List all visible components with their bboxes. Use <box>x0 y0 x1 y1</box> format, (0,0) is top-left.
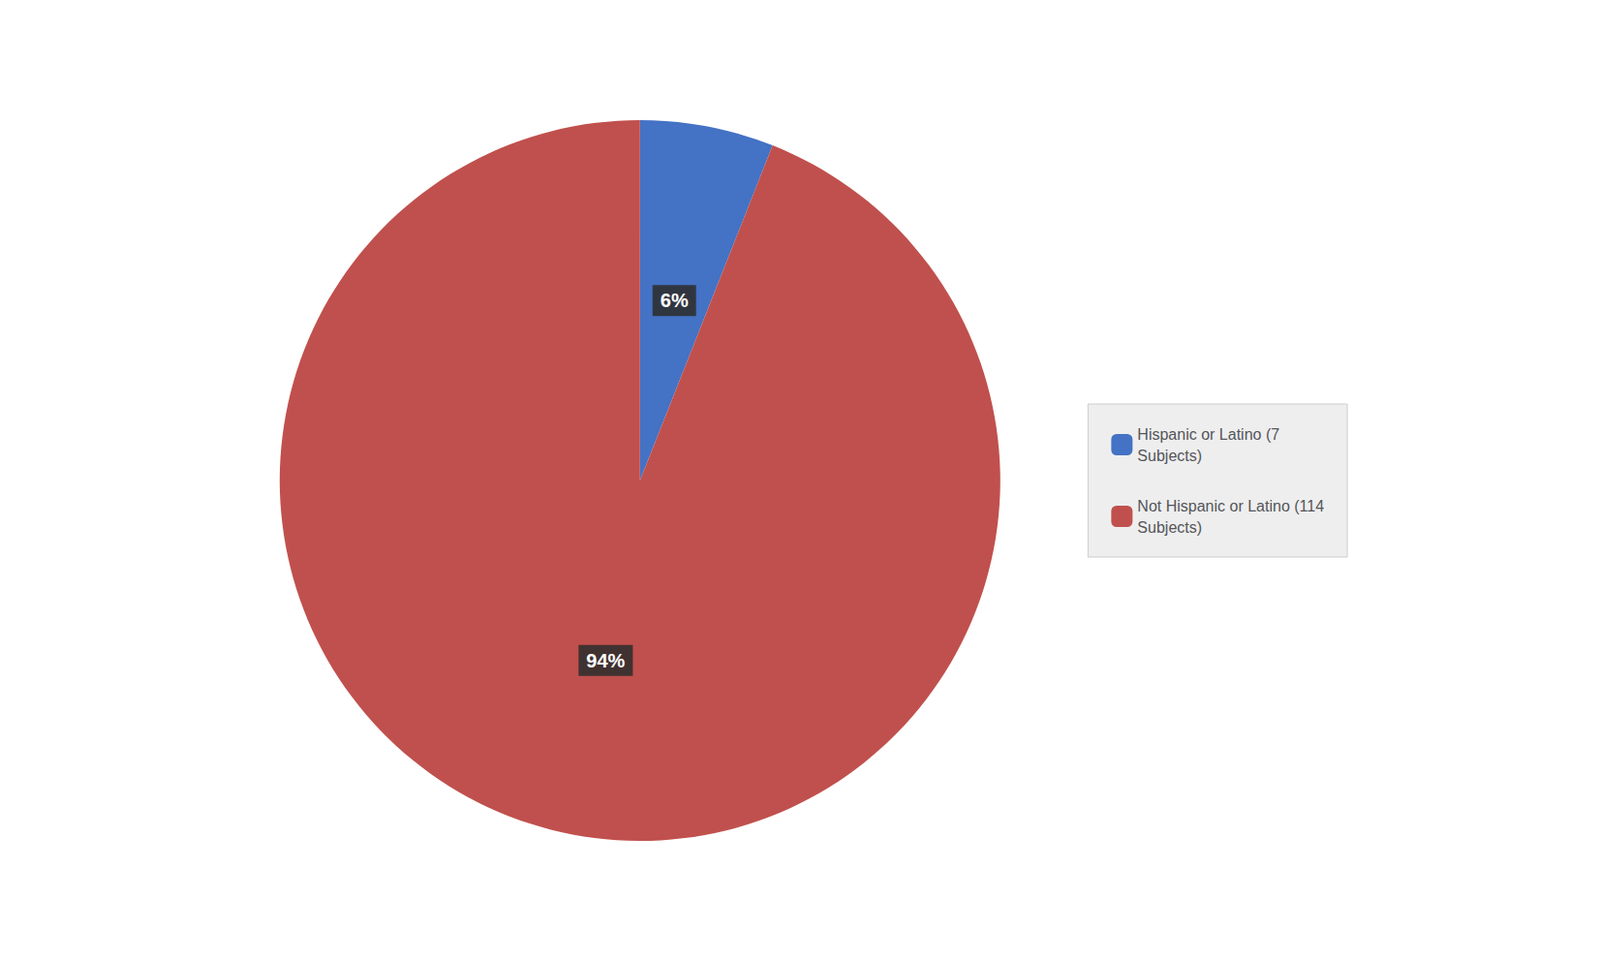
svg-text:Not Hispanic or Latino (114: Not Hispanic or Latino (114 <box>1137 497 1324 515</box>
svg-text:Subjects): Subjects) <box>1137 447 1202 464</box>
svg-text:6%: 6% <box>660 289 689 311</box>
svg-text:Subjects): Subjects) <box>1137 519 1202 536</box>
svg-text:Hispanic or Latino (7: Hispanic or Latino (7 <box>1137 426 1280 443</box>
svg-text:94%: 94% <box>585 649 625 672</box>
